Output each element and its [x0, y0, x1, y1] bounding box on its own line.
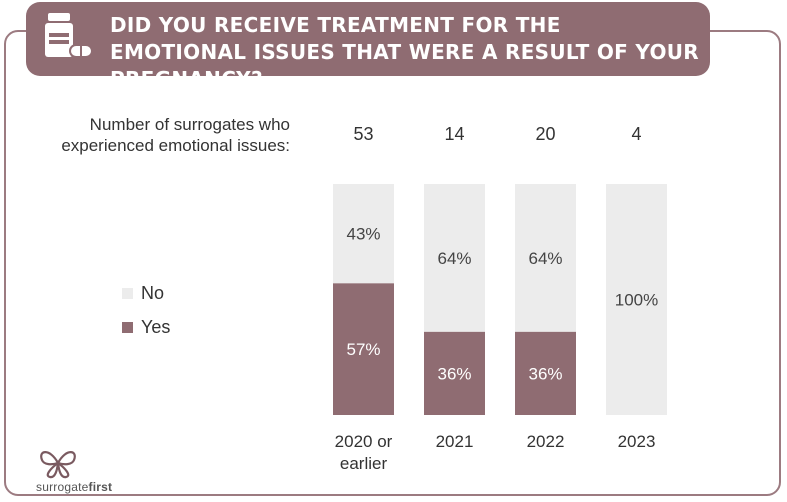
title-banner: DID YOU RECEIVE TREATMENT FOR THE EMOTIO…	[26, 2, 710, 91]
count-value: 20	[535, 124, 555, 144]
data-label-yes: 57%	[346, 340, 380, 359]
chart-title: DID YOU RECEIVE TREATMENT FOR THE EMOTIO…	[110, 13, 699, 91]
bar-segment-no	[333, 184, 394, 284]
count-label: Number of surrogates who experienced emo…	[61, 115, 290, 155]
legend-label-yes: Yes	[141, 317, 171, 337]
count-value: 4	[631, 124, 641, 144]
data-label-no: 43%	[346, 225, 380, 244]
category-label: 2020 or	[335, 432, 393, 451]
legend-swatch-no	[122, 288, 133, 299]
data-label-no: 100%	[615, 291, 658, 310]
brand-name-part1: surrogate	[36, 480, 89, 494]
bar-segment-no	[515, 184, 576, 332]
bar-segment-yes	[333, 283, 394, 415]
data-label-yes: 36%	[437, 364, 471, 383]
legend-label-no: No	[141, 283, 165, 303]
butterfly-logo-icon	[40, 451, 76, 479]
bar-segment-yes	[515, 331, 576, 415]
category-label: 2021	[436, 432, 474, 451]
brand-name-part2: first	[88, 480, 113, 494]
data-label-yes: 36%	[528, 364, 562, 383]
count-value: 53	[353, 124, 373, 144]
bar-segment-yes	[424, 331, 485, 415]
legend-item-no: No	[122, 283, 164, 304]
category-label: 2022	[527, 432, 565, 451]
bar-segment-no	[424, 184, 485, 332]
brand-name: surrogatefirst	[36, 480, 112, 494]
legend-item-yes: Yes	[122, 317, 170, 338]
bar-segment-no	[606, 184, 667, 415]
category-label: 2023	[618, 432, 656, 451]
data-label-no: 64%	[437, 249, 471, 268]
legend-swatch-yes	[122, 322, 133, 333]
count-value: 14	[444, 124, 464, 144]
data-label-no: 64%	[528, 249, 562, 268]
pill-bottle-icon	[45, 13, 93, 58]
category-label: earlier	[340, 454, 388, 473]
